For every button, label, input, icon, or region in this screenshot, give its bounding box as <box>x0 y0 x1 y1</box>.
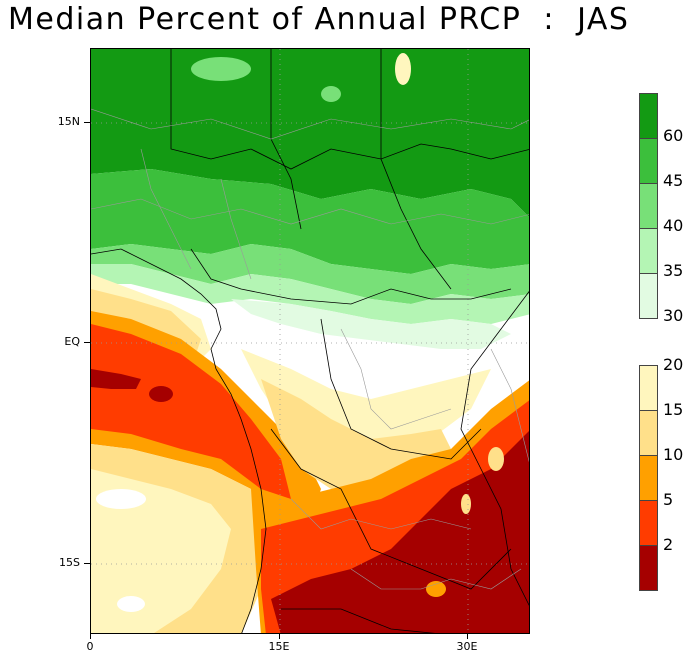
region-yellow-spot-north <box>395 53 411 85</box>
region-green-spot-2 <box>321 86 341 102</box>
colorbar-label: 20 <box>663 355 684 374</box>
admin-border-1 <box>91 108 529 140</box>
colorbar-swatch <box>639 500 658 546</box>
ytick-mark-eq <box>84 342 90 343</box>
colorbar-swatch <box>639 455 658 501</box>
region-green-45 <box>91 169 529 274</box>
border-sudan-1 <box>380 49 452 290</box>
region-red-5-west <box>91 324 291 499</box>
region-green-spot <box>191 57 251 81</box>
admin-border-3 <box>140 148 192 270</box>
region-green-35 <box>91 264 529 324</box>
border-chad-1 <box>270 49 302 230</box>
region-green-60 <box>91 49 529 217</box>
region-lightyellow-southwest <box>91 469 231 633</box>
precipitation-map <box>90 48 530 634</box>
colorbar-swatch <box>639 545 658 591</box>
ytick-mark-15s <box>84 563 90 564</box>
border-central-1 <box>190 248 512 305</box>
colorbar-swatch <box>639 138 658 184</box>
map-title: Median Percent of Annual PRCP : JAS <box>8 2 630 37</box>
colorbar-label: 30 <box>663 306 684 325</box>
admin-border-5 <box>340 328 452 430</box>
ytick-label-eq: EQ <box>64 335 80 348</box>
colorbar-label: 10 <box>663 445 684 464</box>
border-north <box>170 49 529 170</box>
graticule <box>91 49 529 633</box>
admin-borders <box>91 108 529 590</box>
colorbar-label: 40 <box>663 216 684 235</box>
ytick-mark-15n <box>84 122 90 123</box>
colorbar-label: 60 <box>663 126 684 145</box>
colorbar-swatch <box>639 365 658 411</box>
colorbar-label: 45 <box>663 171 684 190</box>
border-south-2 <box>281 608 436 633</box>
admin-border-6 <box>290 498 472 530</box>
country-borders <box>91 49 529 633</box>
colorbar-label: 35 <box>663 261 684 280</box>
region-lake-spot-1 <box>488 447 504 471</box>
colorbar-label: 5 <box>663 490 674 509</box>
region-darkred-2-west <box>91 369 141 389</box>
region-white-spot-sw <box>96 489 146 509</box>
colorbar-swatch <box>639 410 658 456</box>
xtick-label-30e: 30E <box>456 640 478 653</box>
xtick-mark-30e <box>467 634 468 639</box>
colorbar-swatch <box>639 93 658 139</box>
xtick-mark-15e <box>279 634 280 639</box>
xtick-mark-0 <box>90 634 91 639</box>
ytick-label-15n: 15N <box>57 115 80 128</box>
region-green-30 <box>231 299 511 349</box>
colorbar-label: 15 <box>663 400 684 419</box>
coastline-west <box>91 248 267 633</box>
region-lake-spot-2 <box>461 494 471 514</box>
colorbar-swatch <box>639 183 658 229</box>
region-yellow-15-central <box>261 379 451 489</box>
region-green-40 <box>91 244 529 304</box>
admin-border-8 <box>490 348 529 463</box>
border-east-1 <box>460 291 529 606</box>
border-drc-1 <box>320 318 482 460</box>
region-lake-spot-3 <box>426 581 446 597</box>
ytick-label-15s: 15S <box>59 556 80 569</box>
colorbar-swatch <box>639 273 658 319</box>
admin-border-2 <box>91 198 529 225</box>
map-svg <box>91 49 529 633</box>
colorbar-label: 2 <box>663 535 674 554</box>
border-south-1 <box>270 428 512 590</box>
admin-border-4 <box>220 178 252 280</box>
xtick-label-0: 0 <box>86 640 94 653</box>
xtick-label-15e: 15E <box>268 640 290 653</box>
admin-border-7 <box>350 568 522 590</box>
region-white-spot-sw2 <box>117 596 145 612</box>
region-darkred-spot-west <box>149 386 173 402</box>
colorbar-swatch <box>639 228 658 274</box>
